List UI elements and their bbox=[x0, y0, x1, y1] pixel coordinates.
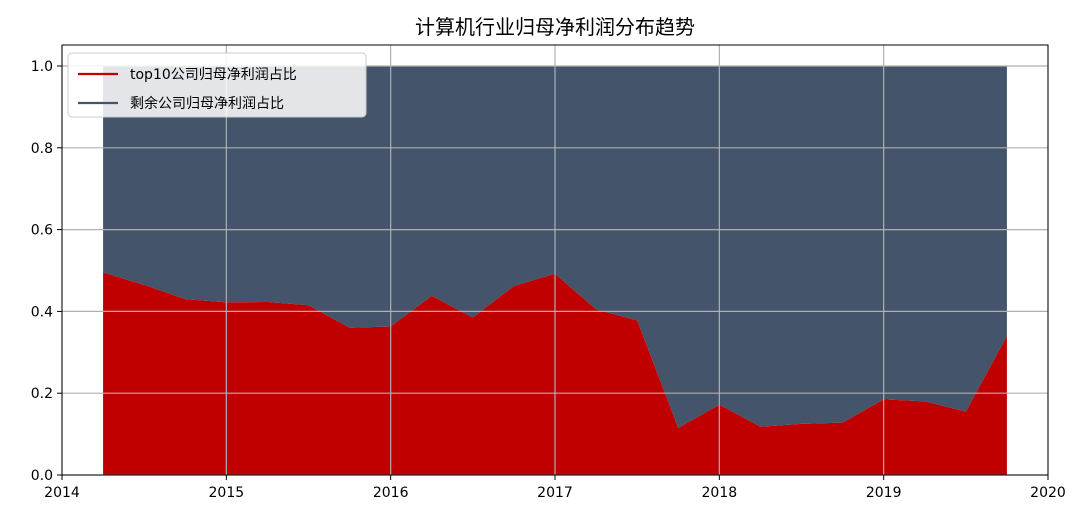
y-tick-label: 0.2 bbox=[31, 386, 53, 402]
legend-label: top10公司归母净利润占比 bbox=[130, 66, 297, 83]
x-tick-label: 2016 bbox=[373, 485, 409, 501]
x-tick-label: 2020 bbox=[1030, 485, 1066, 501]
x-tick-label: 2014 bbox=[44, 485, 80, 501]
y-tick-label: 0.6 bbox=[31, 223, 53, 239]
chart-title: 计算机行业归母净利润分布趋势 bbox=[415, 15, 695, 39]
y-tick-label: 0.8 bbox=[31, 141, 53, 157]
x-tick-label: 2017 bbox=[537, 485, 573, 501]
y-tick-label: 0.4 bbox=[31, 304, 53, 320]
x-tick-label: 2019 bbox=[866, 485, 902, 501]
y-tick-label: 0.0 bbox=[31, 468, 53, 484]
plot-area: 2014 2015 2016 2017 2018 2019 2020 0.0 0.2 0.4 0.6… bbox=[31, 44, 1066, 501]
y-tick-label: 1.0 bbox=[31, 59, 53, 75]
x-tick-label: 2018 bbox=[702, 485, 738, 501]
x-tick-label: 2015 bbox=[209, 485, 245, 501]
legend-label: 剩余公司归母净利润占比 bbox=[130, 95, 284, 112]
legend-box bbox=[67, 52, 367, 118]
